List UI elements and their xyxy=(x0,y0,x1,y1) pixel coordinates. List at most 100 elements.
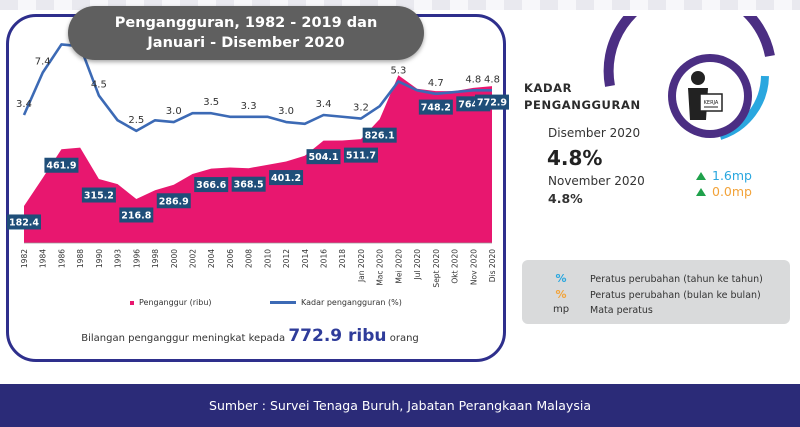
x-tick-label: Okt 2020 xyxy=(451,249,460,284)
job-seeker-icon: KERJA xyxy=(603,16,775,140)
key-box xyxy=(522,260,790,324)
summary-text: Bilangan penganggur meningkat kepada 772… xyxy=(0,326,500,346)
x-tick-label: Dis 2020 xyxy=(488,249,497,282)
x-tick-label: Jan 2020 xyxy=(357,249,366,283)
legend-bar-label: Penganggur (ribu) xyxy=(139,298,212,307)
chart-title-line-2: Januari - Disember 2020 xyxy=(147,35,345,51)
rate-data-label: 3.4 xyxy=(16,99,32,110)
unemployed-area xyxy=(24,75,492,243)
chart-title: Pengangguran, 1982 - 2019 dan Januari - … xyxy=(68,6,424,60)
x-tick-label: 2018 xyxy=(338,249,347,268)
x-tick-label: 1986 xyxy=(57,249,66,268)
bar-data-label: 748.2 xyxy=(421,103,451,114)
legend-line: Kadar pengangguran (%) xyxy=(270,298,402,307)
decorative-top-band xyxy=(0,0,800,10)
key-symbol-yoy: % xyxy=(555,272,567,285)
x-tick-label: 1996 xyxy=(132,249,141,268)
bar-data-label: 504.1 xyxy=(308,152,338,163)
x-tick-label: 1982 xyxy=(20,249,29,268)
bar-data-label: 315.2 xyxy=(84,191,114,202)
x-tick-label: 2004 xyxy=(207,249,216,268)
bar-data-label: 216.8 xyxy=(121,210,151,221)
x-tick-label: Mac 2020 xyxy=(376,249,385,286)
x-tick-label: Sept 2020 xyxy=(432,249,441,288)
x-tick-label: Nov 2020 xyxy=(469,249,478,285)
x-tick-label: 2006 xyxy=(226,249,235,268)
rate-data-label: 5.3 xyxy=(390,65,406,76)
summary-prefix: Bilangan penganggur meningkat kepada xyxy=(81,333,286,344)
bar-data-label-box xyxy=(475,94,509,110)
bar-data-label-box xyxy=(44,157,79,173)
bar-data-label-box xyxy=(362,127,397,143)
rate-data-label: 7.4 xyxy=(35,57,51,68)
rate-data-label: 3.2 xyxy=(353,103,369,114)
bar-data-label: 366.6 xyxy=(196,180,226,191)
x-tick-label: 2008 xyxy=(245,249,254,268)
rate-data-label: 4.5 xyxy=(91,80,107,91)
bar-data-label: 286.9 xyxy=(159,196,189,207)
key-text-mp: Mata peratus xyxy=(590,305,653,316)
x-tick-label: 2016 xyxy=(320,249,329,268)
bar-data-label: 764.4 xyxy=(458,99,488,110)
current-month-label: Disember 2020 xyxy=(548,126,641,140)
bar-data-label: 511.7 xyxy=(346,151,376,162)
rate-data-label: 3.0 xyxy=(166,106,182,117)
key-symbol-mp: mp xyxy=(552,304,570,315)
bar-data-label: 182.4 xyxy=(9,217,39,228)
x-tick-label: 2002 xyxy=(188,249,197,268)
bar-data-label-box xyxy=(343,147,378,163)
bar-data-label-box xyxy=(418,99,453,115)
up-arrow-icon xyxy=(696,187,706,196)
legend-line-swatch xyxy=(270,301,296,304)
legend-line-label: Kadar pengangguran (%) xyxy=(301,298,402,307)
previous-rate: 4.8% xyxy=(548,191,583,206)
kadar-heading-line-2: PENGANGGURAN xyxy=(524,98,641,112)
up-arrow-icon xyxy=(696,171,706,180)
legend-bar: Penganggur (ribu) xyxy=(130,298,212,307)
bar-data-label: 461.9 xyxy=(46,161,76,172)
bar-data-label: 401.2 xyxy=(271,173,301,184)
chart-title-line-1: Pengangguran, 1982 - 2019 dan xyxy=(114,15,378,31)
bar-data-label-box xyxy=(194,177,229,193)
bar-data-label: 772.9 xyxy=(477,98,507,109)
summary-suffix: orang xyxy=(389,333,419,344)
rate-data-label: 4.7 xyxy=(428,78,444,89)
rate-data-label: 4.8 xyxy=(465,74,481,85)
key-symbol-mom: % xyxy=(555,288,567,301)
current-rate: 4.8% xyxy=(547,146,603,170)
bar-data-label-box xyxy=(306,149,341,165)
key-text-mom: Peratus perubahan (bulan ke bulan) xyxy=(590,290,761,301)
rate-data-label: 3.4 xyxy=(316,99,332,110)
legend-bar-swatch xyxy=(130,300,134,305)
x-tick-label: 2014 xyxy=(301,249,310,268)
yoy-change-value: 1.6mp xyxy=(712,168,752,183)
bar-data-label-box xyxy=(81,187,116,203)
bar-data-label-box xyxy=(231,176,266,192)
x-tick-label: Jul 2020 xyxy=(413,249,422,281)
x-tick-label: 1998 xyxy=(151,249,160,268)
key-text-yoy: Peratus perubahan (tahun ke tahun) xyxy=(590,274,763,285)
previous-month-label: November 2020 xyxy=(548,174,645,188)
rate-data-label: 4.8 xyxy=(484,74,500,85)
rate-data-label: 3.5 xyxy=(203,97,219,108)
x-tick-label: 1984 xyxy=(39,249,48,268)
kadar-heading: KADAR PENGANGGURAN xyxy=(524,80,641,114)
bar-data-label: 368.5 xyxy=(234,180,264,191)
bar-data-label-box xyxy=(269,170,304,186)
x-tick-label: 1990 xyxy=(95,249,104,268)
mom-change-value: 0.0mp xyxy=(712,184,752,199)
bar-data-label-box xyxy=(119,207,154,223)
x-tick-label: 1988 xyxy=(76,249,85,268)
yoy-change: 1.6mp xyxy=(696,168,752,183)
source-footer: Sumber : Survei Tenaga Buruh, Jabatan Pe… xyxy=(0,384,800,427)
x-tick-label: 2012 xyxy=(282,249,291,268)
summary-value: 772.9 ribu xyxy=(288,326,387,346)
x-tick-label: 1993 xyxy=(114,249,123,268)
unemployment-chart: 3.47.44.52.53.03.5 3.3 3.03.4 3.25.34.7 4.8 4… xyxy=(7,43,509,288)
icon-badge-text: KERJA xyxy=(704,100,719,106)
mom-change: 0.0mp xyxy=(696,184,752,199)
bar-data-label-box xyxy=(156,193,191,209)
x-tick-label: Mei 2020 xyxy=(394,249,403,284)
rate-data-label: 2.5 xyxy=(128,115,144,126)
unemployment-rate-line xyxy=(22,43,492,133)
